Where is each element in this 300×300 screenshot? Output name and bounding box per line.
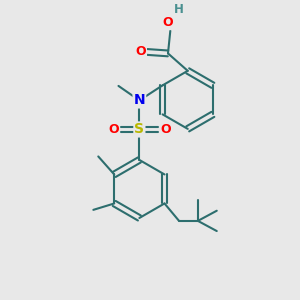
Text: O: O <box>108 123 119 136</box>
Text: O: O <box>163 16 173 29</box>
Text: O: O <box>135 46 146 59</box>
Text: N: N <box>134 93 145 107</box>
Text: S: S <box>134 122 144 136</box>
Text: H: H <box>173 3 183 16</box>
Text: O: O <box>160 123 171 136</box>
